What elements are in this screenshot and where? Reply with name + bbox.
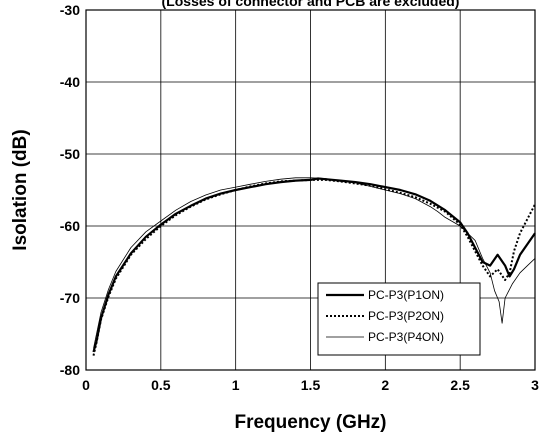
y-tick-label: -40: [60, 74, 80, 90]
x-tick-labels: 0 0.5 1 1.5 2 2.5 3: [82, 377, 539, 393]
legend-label-3: PC-P3(P4ON): [368, 330, 444, 344]
y-tick-labels: -80 -70 -60 -50 -40 -30: [60, 2, 80, 378]
y-tick-label: -70: [60, 290, 80, 306]
chart-subtitle: (Losses of connector and PCB are exclude…: [162, 0, 460, 9]
x-tick-label: 0.5: [151, 377, 171, 393]
plot-frame: [85, 9, 536, 371]
x-tick-label: 1.5: [301, 377, 321, 393]
y-tick-label: -60: [60, 218, 80, 234]
legend-label-2: PC-P3(P2ON): [368, 309, 444, 323]
x-tick-label: 2.5: [450, 377, 470, 393]
legend-label-1: PC-P3(P1ON): [368, 288, 444, 302]
legend: PC-P3(P1ON) PC-P3(P2ON) PC-P3(P4ON): [317, 282, 481, 356]
x-tick-label: 2: [381, 377, 389, 393]
y-tick-label: -50: [60, 146, 80, 162]
x-tick-label: 0: [82, 377, 90, 393]
series-line-2: [92, 178, 536, 356]
grid: [86, 10, 535, 370]
y-tick-label: -30: [60, 2, 80, 18]
series-line-3: [93, 177, 536, 349]
x-tick-label: 1: [232, 377, 240, 393]
y-axis-label: Isolation (dB): [10, 129, 31, 250]
y-tick-label: -80: [60, 362, 80, 378]
x-tick-label: 3: [531, 377, 539, 393]
series-layer: [92, 177, 536, 356]
x-axis-label: Frequency (GHz): [234, 412, 386, 433]
